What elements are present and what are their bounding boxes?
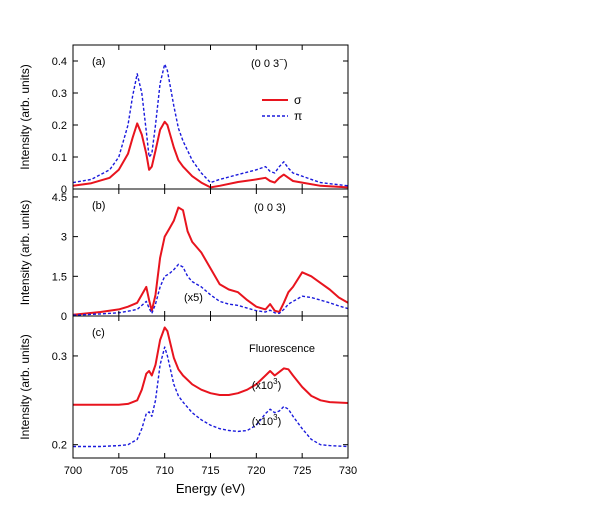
series-pi-line [73, 263, 348, 316]
legend: σπ [262, 93, 302, 123]
panel-label: (b) [92, 200, 105, 212]
y-tick-label: 0.2 [52, 440, 67, 452]
x-tick-label: 715 [201, 465, 219, 477]
legend-label-sigma: σ [294, 93, 302, 107]
reflection-label-text: (0 0 3 [251, 58, 279, 70]
y-tick-label: 0.3 [52, 88, 67, 100]
panel-frame [72, 188, 349, 317]
reflection-label-superscript: − [279, 55, 284, 64]
scale-annotation-superscript: 3 [273, 377, 278, 386]
y-tick-label: 0.3 [52, 351, 67, 363]
panel-2: 0 1.5 3 4.5 Intensity (arb. units) (b) (0 0 3)… [18, 188, 349, 323]
x-tick-label: 705 [110, 465, 128, 477]
y-tick-label: 1.5 [52, 271, 67, 283]
panel-3: 0.2 0.3 700 705 710 715 720 725 730 Intensity (ar… [18, 315, 357, 477]
panel-frame [72, 315, 349, 459]
reflection-label: (0 0 3−) [251, 55, 287, 70]
scale-annotation-close: ) [278, 416, 282, 428]
y-axis-label: Intensity (arb. units) [18, 200, 32, 305]
y-axis-label: Intensity (arb. units) [18, 64, 32, 169]
y-tick-label: 0.2 [52, 120, 67, 132]
y-tick-label: 0.4 [52, 56, 67, 68]
legend-label-pi: π [294, 109, 302, 123]
y-tick-label: 0 [61, 184, 67, 196]
series-sigma-line [73, 120, 348, 189]
x-tick-label: 700 [64, 465, 82, 477]
reflection-label-close: ) [284, 58, 288, 70]
series-pi-line [73, 346, 348, 448]
scale-annotation-text: (x10 [252, 416, 273, 428]
x-tick-label: 730 [339, 465, 357, 477]
y-axis-label: Intensity (arb. units) [18, 334, 32, 439]
x-axis-label: Energy (eV) [176, 481, 245, 496]
reflection-label: (0 0 3) [254, 202, 286, 214]
series-pi-line [73, 63, 348, 187]
x-tick-label: 710 [155, 465, 173, 477]
scale-annotation-text: (x10 [252, 380, 273, 392]
scale-annotation: (x5) [184, 292, 203, 304]
series-sigma-line [73, 326, 348, 406]
y-tick-label: 4.5 [52, 192, 67, 204]
reflection-label: Fluorescence [249, 343, 315, 355]
scale-annotation-superscript: 3 [273, 413, 278, 422]
panel-label: (a) [92, 56, 105, 68]
panel-frame [72, 44, 349, 190]
x-tick-label: 725 [293, 465, 311, 477]
y-tick-label: 0 [61, 311, 67, 323]
panel-1: 0 0.1 0.2 0.3 0.4 Intensity (arb. units) (a) (0… [18, 44, 349, 196]
panel-label: (c) [92, 327, 105, 339]
series-sigma-line [73, 206, 348, 316]
x-tick-label: 720 [247, 465, 265, 477]
scale-annotation-pi: (x103) [252, 413, 282, 428]
scale-annotation-sigma: (x103) [252, 377, 282, 392]
y-tick-label: 0.1 [52, 152, 67, 164]
scale-annotation-close: ) [278, 380, 282, 392]
y-tick-label: 3 [61, 232, 67, 244]
